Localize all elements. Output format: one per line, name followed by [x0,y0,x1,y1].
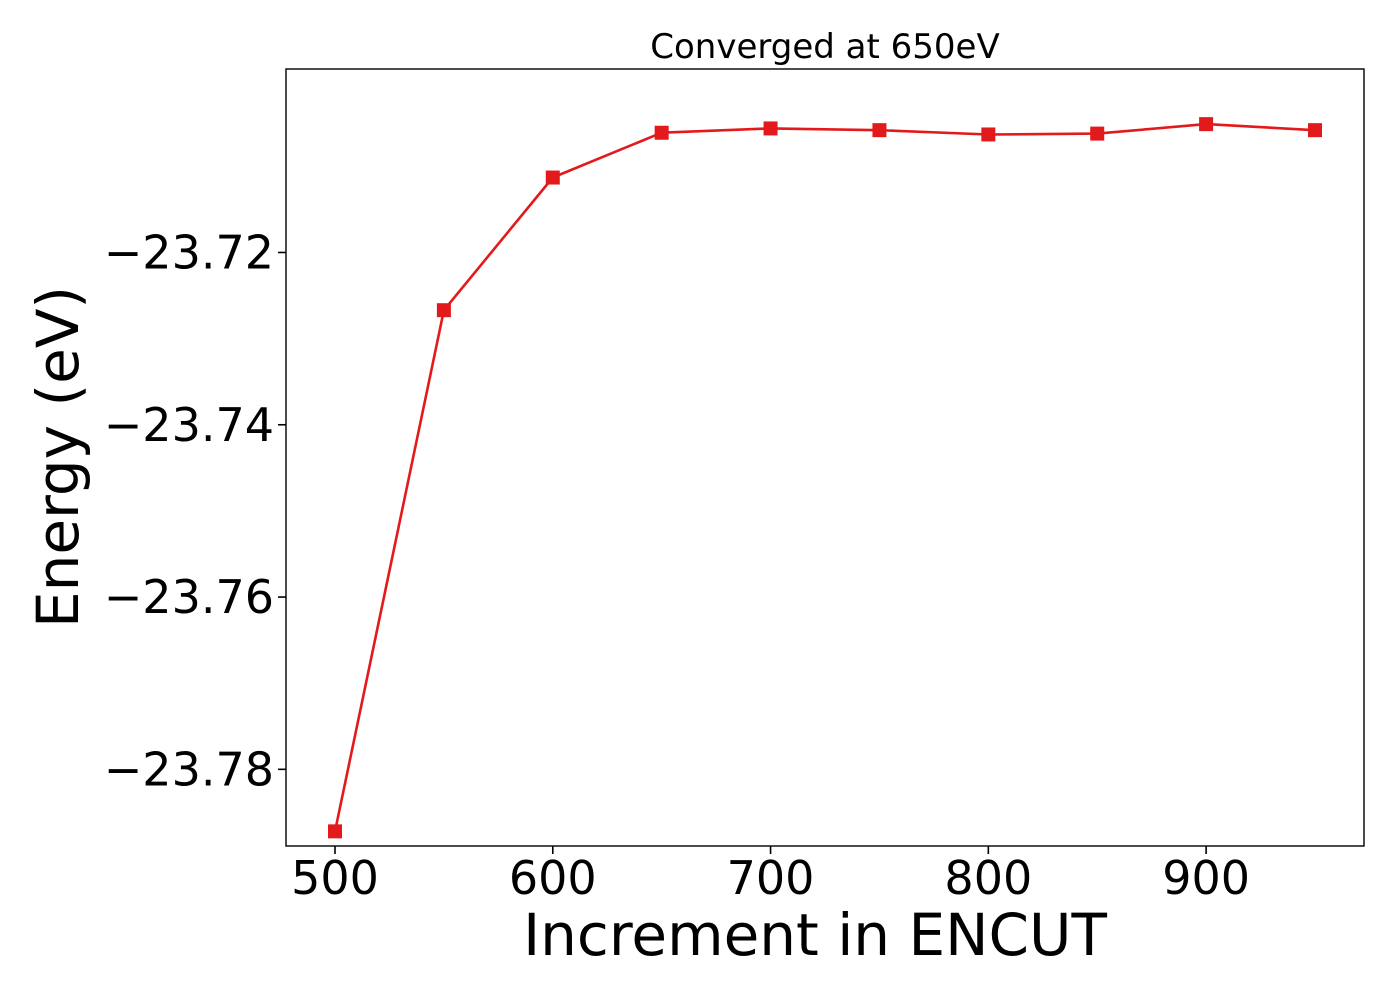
data-point-marker [654,125,669,140]
data-point-marker [436,303,451,318]
data-point-marker [763,121,778,136]
y-axis: −23.72 −23.74 −23.76 −23.78 [104,225,286,796]
x-tick-label: 500 [291,851,379,905]
y-tick-label: −23.76 [104,570,274,624]
plot-area-frame [285,68,1365,847]
x-axis-label: Increment in ENCUT [523,901,1107,969]
y-tick-label: −23.78 [104,742,274,796]
x-tick-label: 800 [944,851,1032,905]
y-tick-label: −23.74 [104,398,274,452]
plot-area [328,117,1322,839]
chart-title: Converged at 650eV [650,27,999,67]
data-point-marker [981,127,996,142]
data-point-marker [1090,126,1105,141]
data-point-marker [1199,117,1214,132]
x-tick-label: 900 [1162,851,1250,905]
x-tick-label: 600 [509,851,597,905]
y-axis-label: Energy (eV) [24,286,92,628]
data-point-marker [328,824,342,839]
data-point-marker [872,123,887,138]
x-tick-label: 700 [727,851,815,905]
series-line [333,122,1316,832]
data-point-marker [545,170,560,185]
y-tick-label: −23.72 [104,225,274,279]
x-axis: 500 600 700 800 900 [291,846,1250,905]
data-point-marker [1308,123,1322,138]
